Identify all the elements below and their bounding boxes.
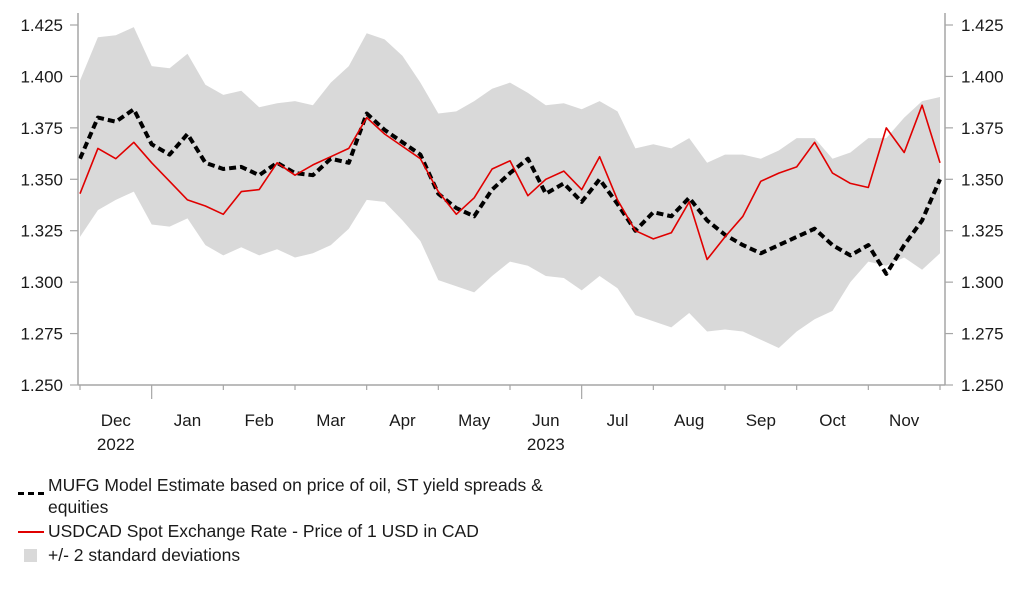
std-dev-band xyxy=(80,27,940,348)
x-tick-label: Apr xyxy=(389,411,416,430)
x-tick-label: Jan xyxy=(174,411,201,430)
y-tick-label-left: 1.275 xyxy=(20,325,63,344)
x-tick-label: May xyxy=(458,411,491,430)
model-estimate-line xyxy=(78,107,942,276)
legend-label: MUFG Model Estimate based on price of oi… xyxy=(48,475,543,517)
y-tick-label-left: 1.325 xyxy=(20,222,63,241)
legend-label: USDCAD Spot Exchange Rate - Price of 1 U… xyxy=(48,521,479,541)
x-tick-label: Nov xyxy=(889,411,920,430)
legend-item-spot[interactable]: USDCAD Spot Exchange Rate - Price of 1 U… xyxy=(18,520,588,542)
x-tick-label: Jul xyxy=(607,411,629,430)
x-tick-label: Feb xyxy=(245,411,274,430)
dashed-line-swatch-icon xyxy=(18,474,44,496)
y-tick-label-right: 1.425 xyxy=(961,16,1004,35)
y-tick-label-right: 1.400 xyxy=(961,67,1004,86)
series-layer xyxy=(78,104,942,276)
x-tick-label: Sep xyxy=(746,411,776,430)
y-tick-label-right: 1.350 xyxy=(961,170,1004,189)
y-tick-label-left: 1.375 xyxy=(20,119,63,138)
legend-item-band[interactable]: +/- 2 standard deviations xyxy=(18,544,588,566)
axes xyxy=(70,13,953,399)
y-tick-label-left: 1.300 xyxy=(20,273,63,292)
legend: MUFG Model Estimate based on price of oi… xyxy=(18,474,588,568)
std-dev-band-layer xyxy=(80,27,940,348)
legend-label: +/- 2 standard deviations xyxy=(48,545,241,565)
y-tick-label-right: 1.250 xyxy=(961,376,1004,395)
y-tick-label-right: 1.275 xyxy=(961,325,1004,344)
x-year-label: 2022 xyxy=(97,435,135,454)
y-tick-label-right: 1.325 xyxy=(961,222,1004,241)
tick-labels: 1.425 1.425 1.400 1.400 1.375 1.375 1.350 1.350… xyxy=(20,16,1003,454)
spot-rate-line xyxy=(79,104,941,261)
y-tick-label-left: 1.400 xyxy=(20,67,63,86)
y-tick-label-right: 1.375 xyxy=(961,119,1004,138)
x-tick-label: Jun xyxy=(532,411,559,430)
red-line-swatch-icon xyxy=(18,520,44,542)
y-tick-label-left: 1.350 xyxy=(20,170,63,189)
x-tick-label: Dec xyxy=(101,411,132,430)
y-tick-label-right: 1.300 xyxy=(961,273,1004,292)
y-tick-label-left: 1.425 xyxy=(20,16,63,35)
x-year-label: 2023 xyxy=(527,435,565,454)
y-tick-label-left: 1.250 xyxy=(20,376,63,395)
x-tick-label: Mar xyxy=(316,411,346,430)
legend-item-model[interactable]: MUFG Model Estimate based on price of oi… xyxy=(18,474,588,518)
grey-band-swatch-icon xyxy=(18,544,44,566)
chart: 1.425 1.425 1.400 1.400 1.375 1.375 1.350 1.350… xyxy=(20,13,1004,454)
x-tick-label: Aug xyxy=(674,411,704,430)
x-tick-label: Oct xyxy=(819,411,846,430)
